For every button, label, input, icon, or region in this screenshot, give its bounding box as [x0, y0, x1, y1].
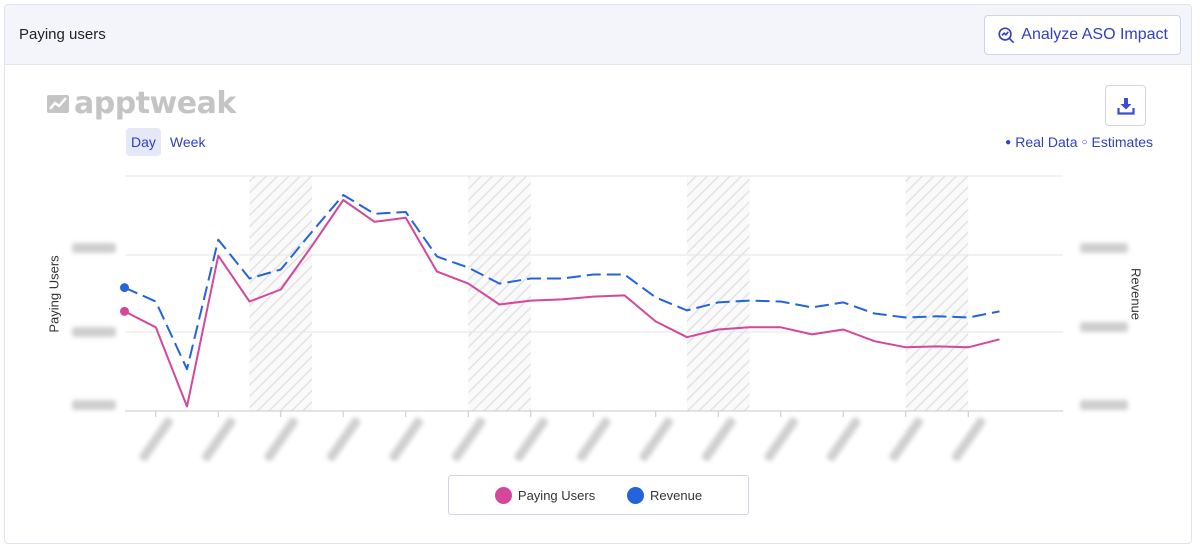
granularity-toggle: Day Week — [126, 128, 210, 156]
revenue-swatch — [627, 486, 645, 504]
x-tick-label-27 — [951, 417, 986, 462]
line-chart — [72, 175, 1128, 462]
x-tick-label-5 — [264, 417, 299, 462]
logo-text: apptweak — [74, 86, 236, 121]
x-tick-label-19 — [701, 417, 736, 462]
x-tick-label-21 — [764, 417, 799, 462]
trend-logo-icon — [47, 94, 69, 113]
series-line-revenue — [124, 194, 1000, 371]
card-title: Paying users — [19, 26, 106, 43]
right-axis-tick-label-2 — [1080, 400, 1128, 410]
analyze-aso-impact-label: Analyze ASO Impact — [1021, 25, 1168, 43]
series-line-paying-users — [124, 199, 1000, 408]
series-start-point-paying-users — [120, 306, 129, 316]
download-icon — [1116, 97, 1135, 115]
x-tick-label-23 — [826, 417, 861, 462]
real-data-label[interactable]: Real Data — [1015, 134, 1078, 150]
x-tick-label-25 — [889, 417, 924, 462]
apptweak-logo: apptweak — [46, 86, 236, 121]
weekend-band-0 — [249, 176, 312, 411]
paying-users-swatch — [494, 486, 512, 504]
weekend-band-3 — [905, 176, 969, 411]
x-tick-label-9 — [389, 417, 424, 462]
right-axis-tick-label-0 — [1080, 243, 1128, 253]
x-tick-label-15 — [576, 417, 611, 462]
x-tick-label-7 — [326, 417, 361, 462]
data-type-legend: ● Real Data ○ Estimates — [1005, 134, 1153, 150]
x-tick-label-13 — [514, 417, 549, 462]
right-axis-tick-label-1 — [1080, 322, 1128, 332]
left-axis-tick-label-0 — [72, 243, 116, 253]
series-start-point-revenue — [120, 283, 129, 293]
filled-dot-icon: ● — [1005, 136, 1012, 148]
legend-item-revenue[interactable]: Revenue — [627, 486, 703, 504]
analyze-aso-impact-button[interactable]: Analyze ASO Impact — [984, 14, 1181, 55]
x-tick-label-3 — [201, 417, 236, 462]
left-axis-tick-label-2 — [72, 400, 116, 410]
series-legend: Paying Users Revenue — [448, 475, 749, 515]
legend-label-paying-users: Paying Users — [517, 487, 596, 503]
card-header: Paying users Analyze ASO Impact — [5, 5, 1191, 65]
legend-item-paying-users[interactable]: Paying Users — [494, 486, 596, 504]
weekend-band-1 — [468, 176, 531, 411]
estimates-label[interactable]: Estimates — [1091, 134, 1153, 150]
paying-users-card: Paying users Analyze ASO Impact — [4, 4, 1192, 544]
download-button[interactable] — [1105, 85, 1146, 126]
week-button[interactable]: Week — [169, 134, 206, 150]
magnifier-chart-icon — [998, 26, 1015, 43]
left-axis-tick-label-1 — [72, 327, 116, 337]
x-tick-label-1 — [139, 417, 174, 462]
x-tick-label-17 — [639, 417, 674, 462]
hollow-dot-icon: ○ — [1081, 136, 1088, 148]
legend-label-revenue: Revenue — [650, 487, 703, 503]
weekend-band-2 — [687, 176, 750, 411]
x-tick-label-11 — [451, 417, 486, 462]
day-button[interactable]: Day — [126, 128, 161, 156]
